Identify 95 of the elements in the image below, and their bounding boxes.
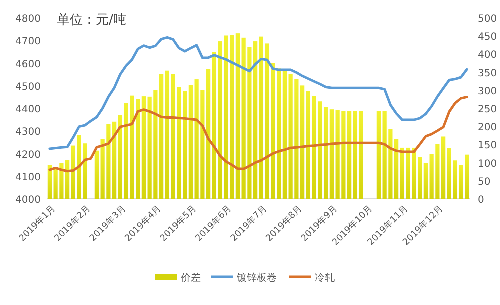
bar xyxy=(254,42,258,199)
bar xyxy=(77,135,82,199)
bar xyxy=(465,154,470,199)
bar xyxy=(324,107,328,199)
bar xyxy=(212,52,216,199)
bar xyxy=(112,122,117,199)
bar xyxy=(83,144,88,199)
bar xyxy=(71,146,76,199)
bar xyxy=(183,91,188,199)
bar xyxy=(148,96,152,199)
bar xyxy=(200,90,205,199)
bar xyxy=(453,160,458,199)
bar xyxy=(106,124,111,199)
bar xyxy=(60,163,64,199)
y2-tick-label: 350 xyxy=(478,68,498,80)
bar xyxy=(142,96,146,199)
y2-tick-label: 0 xyxy=(478,195,484,206)
legend-label: 价差 xyxy=(180,272,201,284)
bar xyxy=(218,42,222,199)
bar xyxy=(336,110,340,199)
y-tick-label: 4000 xyxy=(16,195,41,206)
line-series xyxy=(48,36,468,150)
y2-tick-label: 50 xyxy=(478,176,491,188)
bar xyxy=(165,70,170,199)
bar xyxy=(66,160,70,199)
bar xyxy=(282,71,287,199)
bar xyxy=(318,102,322,199)
bar xyxy=(259,36,264,199)
bar xyxy=(330,110,334,199)
bar xyxy=(188,85,193,199)
y2-tick-label: 100 xyxy=(478,158,498,170)
y2-tick-label: 400 xyxy=(478,50,498,62)
bar xyxy=(118,115,122,199)
bar xyxy=(406,148,410,199)
y2-tick-label: 200 xyxy=(478,122,498,134)
y-tick-label: 4600 xyxy=(16,59,41,70)
bar xyxy=(194,80,199,199)
bar xyxy=(154,90,158,199)
bar xyxy=(359,111,364,199)
bar xyxy=(242,38,246,199)
bar xyxy=(206,69,211,199)
bar xyxy=(447,148,452,199)
bar xyxy=(130,96,134,199)
bar xyxy=(171,74,176,199)
bar xyxy=(459,165,464,199)
bar xyxy=(248,47,252,199)
bar xyxy=(54,167,58,199)
bar xyxy=(412,148,416,199)
y-tick-label: 4500 xyxy=(16,82,41,93)
bar xyxy=(294,79,299,199)
bar xyxy=(388,129,393,199)
line-series xyxy=(48,96,468,173)
bar xyxy=(136,99,140,199)
y-tick-label: 4700 xyxy=(16,36,41,48)
bar xyxy=(418,157,422,199)
bar xyxy=(442,136,446,199)
y2-tick-label: 250 xyxy=(478,104,498,116)
bar xyxy=(300,86,305,199)
annotation: 单位：元/吨 xyxy=(57,13,126,28)
bar xyxy=(306,91,310,199)
bar xyxy=(94,150,99,199)
bar xyxy=(424,163,428,199)
bar xyxy=(277,68,282,199)
bar xyxy=(177,87,182,199)
bar xyxy=(342,111,346,199)
bar xyxy=(348,111,352,199)
bar xyxy=(271,63,276,199)
bar xyxy=(382,111,387,199)
bar xyxy=(400,148,404,199)
y2-tick-label: 500 xyxy=(478,14,498,25)
bar xyxy=(353,111,358,199)
bar xyxy=(312,96,316,199)
legend-label: 冷轧 xyxy=(315,272,335,284)
bar xyxy=(100,139,105,199)
y2-tick-label: 300 xyxy=(478,86,498,98)
bar xyxy=(48,165,52,199)
y2-tick-label: 450 xyxy=(478,32,498,44)
bar xyxy=(230,35,234,199)
bar xyxy=(436,144,440,199)
bar xyxy=(376,111,381,199)
y-tick-label: 4400 xyxy=(16,104,41,116)
bar xyxy=(430,154,434,199)
bar xyxy=(160,74,164,199)
y2-tick-label: 150 xyxy=(478,140,498,152)
legend-label: 镀锌板卷 xyxy=(236,272,277,284)
bar xyxy=(124,103,128,199)
y-tick-label: 4300 xyxy=(16,127,41,138)
y-tick-label: 4100 xyxy=(16,172,41,184)
y-tick-label: 4800 xyxy=(16,14,41,25)
bar xyxy=(265,44,270,199)
bar xyxy=(394,139,399,199)
bar xyxy=(236,34,240,199)
y-tick-label: 4200 xyxy=(16,150,41,161)
bar xyxy=(224,36,228,199)
bar xyxy=(288,74,293,199)
